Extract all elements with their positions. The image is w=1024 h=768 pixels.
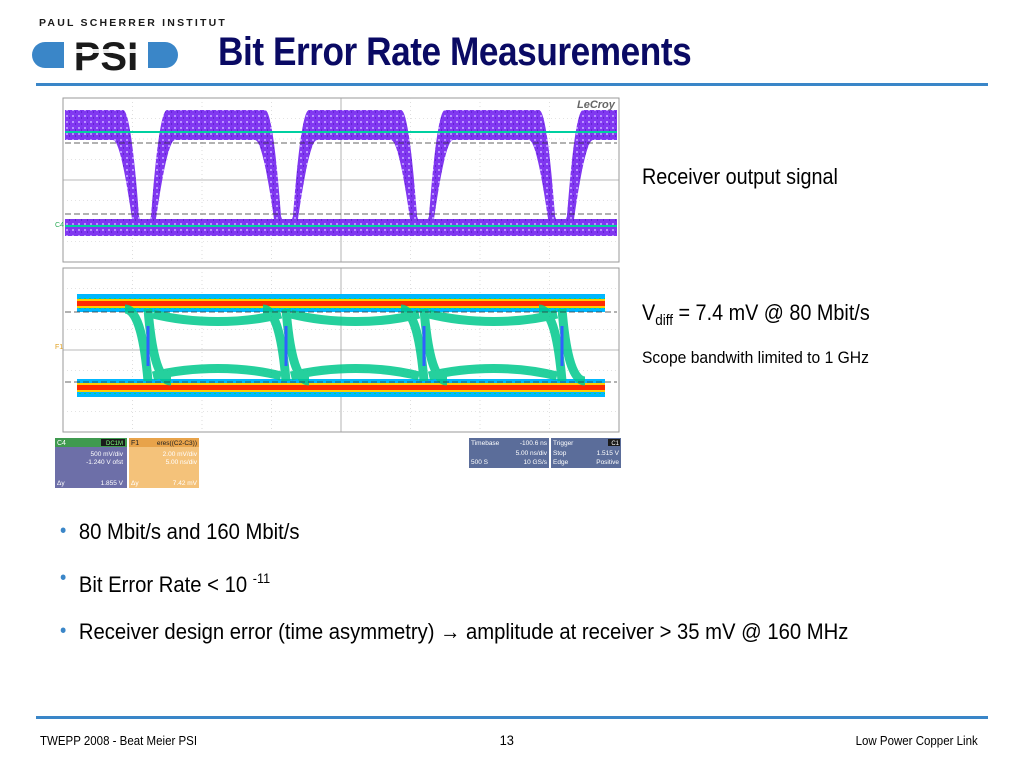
c4-delta-value: 1.855 V bbox=[101, 480, 124, 487]
trigger-readout-panel: Trigger C1 Stop 1.515 V Edge Positive bbox=[551, 438, 621, 468]
bullet-list: • 80 Mbit/s and 160 Mbit/s • Bit Error Rat… bbox=[60, 519, 936, 666]
scope-readout-bar: C4 DC1M 500 mV/div -1.240 V ofst Δy 1.85… bbox=[55, 438, 621, 488]
vdiff-symbol: V bbox=[642, 300, 656, 325]
f1-vdiv: 2.00 mV/div bbox=[163, 451, 198, 458]
top-trace bbox=[65, 110, 617, 236]
timebase-tdiv: 5.00 ns/div bbox=[516, 450, 548, 457]
timebase-readout-panel: Timebase -100.6 ns 5.00 ns/div 500 S 10 … bbox=[469, 438, 549, 468]
f1-delta-label: Δy bbox=[131, 480, 139, 487]
footer-rule bbox=[36, 716, 988, 719]
bullet-ber: • Bit Error Rate < 10 -11 bbox=[60, 566, 848, 597]
f1-tdiv: 5.00 ns/div bbox=[166, 459, 198, 466]
bottom-trace bbox=[77, 294, 605, 397]
bullet-ber-text: Bit Error Rate < 10 bbox=[78, 572, 253, 597]
institute-name: PAUL SCHERRER INSTITUT bbox=[39, 17, 228, 29]
bottom-trace-marker: F1 bbox=[55, 344, 63, 351]
c4-label: C4 bbox=[57, 440, 66, 447]
bullet-rates: • 80 Mbit/s and 160 Mbit/s bbox=[60, 519, 848, 544]
trigger-badge: C1 bbox=[611, 441, 619, 447]
timebase-rate: 10 GS/s bbox=[524, 459, 548, 466]
bullet-ber-exponent: -11 bbox=[252, 570, 271, 586]
c4-badge: DC1M bbox=[106, 441, 123, 447]
bullet-design-error: • Receiver design error (time asymmetry) … bbox=[60, 619, 848, 644]
vdiff-value: = 7.4 mV @ 80 Mbit/s bbox=[672, 300, 870, 325]
c4-readout-panel: C4 DC1M 500 mV/div -1.240 V ofst Δy 1.85… bbox=[55, 438, 127, 488]
trigger-slope: Positive bbox=[596, 459, 619, 466]
timebase-value: -100.6 ns bbox=[520, 440, 548, 447]
c4-vdiv: 500 mV/div bbox=[90, 451, 123, 458]
vdiff-caption: Vdiff = 7.4 mV @ 80 Mbit/s bbox=[642, 300, 870, 329]
timebase-samples: 500 S bbox=[471, 459, 489, 466]
f1-expression: eres((C2-C3)) bbox=[157, 440, 197, 447]
bullet-rates-text: 80 Mbit/s and 160 Mbit/s bbox=[78, 519, 300, 544]
bullet-marker: • bbox=[60, 567, 67, 589]
header-rule bbox=[36, 83, 988, 86]
oscilloscope-display: LeCroy C4 bbox=[55, 97, 620, 433]
bandwidth-caption: Scope bandwith limited to 1 GHz bbox=[642, 348, 869, 367]
c4-delta-label: Δy bbox=[57, 480, 65, 487]
trigger-type: Edge bbox=[553, 459, 569, 466]
bullet-design-error-text: Receiver design error (time asymmetry) →… bbox=[78, 619, 849, 644]
footer-author: TWEPP 2008 - Beat Meier PSI bbox=[40, 734, 198, 748]
slide-title: Bit Error Rate Measurements bbox=[218, 30, 692, 74]
top-trace-marker: C4 bbox=[55, 222, 64, 229]
trigger-level: 1.515 V bbox=[597, 450, 620, 457]
timebase-label: Timebase bbox=[471, 440, 500, 447]
psi-logo: PAUL SCHERRER INSTITUT PSI bbox=[30, 14, 225, 78]
trigger-label: Trigger bbox=[553, 440, 574, 447]
f1-delta-value: 7.42 mV bbox=[173, 480, 198, 487]
lecroy-brand: LeCroy bbox=[577, 99, 616, 111]
bullet-marker: • bbox=[60, 620, 67, 642]
vdiff-subscript: diff bbox=[655, 312, 673, 329]
trigger-mode: Stop bbox=[553, 450, 567, 457]
footer-topic: Low Power Copper Link bbox=[855, 734, 978, 748]
page-number: 13 bbox=[499, 732, 514, 748]
c4-offset: -1.240 V ofst bbox=[86, 459, 123, 466]
oscilloscope-screenshot: LeCroy C4 bbox=[53, 96, 623, 490]
f1-label: F1 bbox=[131, 440, 139, 447]
psi-mark-text: PSI bbox=[74, 35, 138, 78]
f1-readout-panel: F1 eres((C2-C3)) 2.00 mV/div 5.00 ns/div… bbox=[129, 438, 199, 488]
bullet-marker: • bbox=[60, 520, 67, 542]
receiver-caption: Receiver output signal bbox=[642, 164, 838, 189]
psi-logo-mark: PSI bbox=[32, 35, 178, 78]
